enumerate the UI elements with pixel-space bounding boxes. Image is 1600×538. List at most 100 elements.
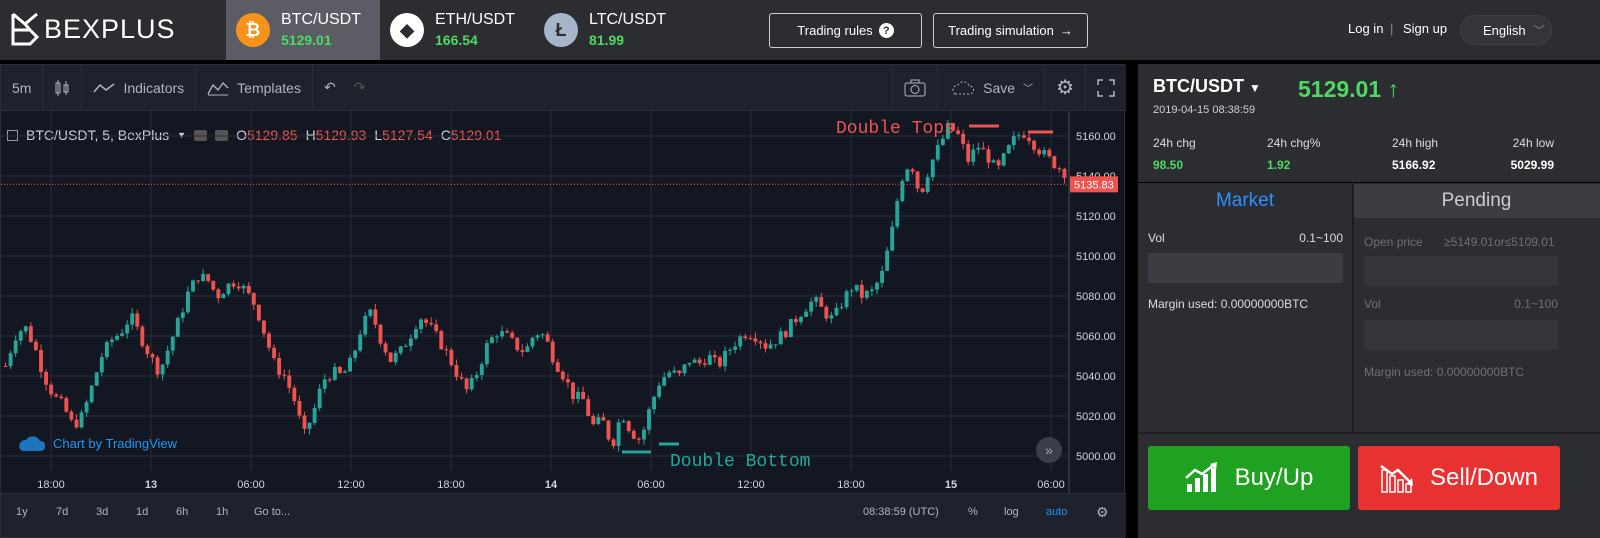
candle-body (849, 290, 854, 292)
fullscreen-button[interactable] (1086, 65, 1126, 111)
auto-toggle[interactable]: auto (1046, 506, 1068, 518)
dropdown-arrow-icon[interactable]: ▼ (177, 130, 187, 140)
candle-body (783, 331, 788, 338)
close-label: C (440, 127, 451, 143)
candle-body (940, 138, 945, 146)
candle-body (429, 322, 434, 325)
bexplus-logo[interactable]: BEXPLUS (10, 12, 176, 46)
pending-open-price-input[interactable] (1364, 256, 1558, 286)
range-1h[interactable]: 1h (216, 506, 229, 518)
sell-down-button[interactable]: Sell/Down (1358, 446, 1560, 510)
candle-body (510, 332, 515, 338)
candle-body (956, 130, 960, 134)
settings-button[interactable]: ⚙ (1045, 64, 1086, 111)
brand-name: BEXPLUS (44, 13, 176, 44)
candle-body (566, 379, 570, 383)
indicators-button[interactable]: Indicators (82, 64, 197, 111)
redo-icon[interactable]: ↷ (353, 79, 366, 95)
candle-body (1042, 150, 1047, 155)
candle-body (64, 398, 69, 412)
tab-market[interactable]: Market (1138, 184, 1352, 218)
tab-pending[interactable]: Pending (1353, 184, 1600, 218)
range-1y[interactable]: 1y (16, 506, 28, 518)
utc-clock[interactable]: 08:38:59 (UTC) (863, 506, 939, 518)
candle-body (976, 147, 981, 150)
candle-body (788, 319, 793, 338)
signup-link[interactable]: Sign up (1403, 21, 1448, 36)
candle-body (647, 409, 651, 430)
chevron-down-icon: ﹀ (1023, 84, 1034, 95)
trading-rules-button[interactable]: Trading rules ? (769, 13, 922, 48)
pair-tab-ltc[interactable]: Ł LTC/USDT 81.99 (534, 0, 688, 60)
candle-body (454, 365, 459, 377)
pending-vol-input[interactable] (1364, 320, 1558, 350)
candle-body (388, 352, 393, 363)
candle-body (1027, 137, 1031, 141)
chart-type-button[interactable] (43, 64, 83, 111)
candle-body (986, 149, 991, 163)
attribution-label: Chart by TradingView (53, 435, 178, 451)
candlestick-chart[interactable]: 5160.005140.005120.005100.005080.005060.… (1, 111, 1126, 493)
candle-body (581, 391, 586, 400)
candle-body (287, 375, 292, 388)
candle-body (880, 270, 884, 283)
buy-up-button[interactable]: Buy/Up (1148, 446, 1350, 510)
open-value: 5129.85 (246, 127, 298, 143)
log-toggle[interactable]: log (1004, 506, 1019, 518)
templates-button[interactable]: Templates (196, 64, 313, 111)
candle-body (530, 337, 535, 347)
candle-body (642, 429, 646, 440)
language-select[interactable]: English ﹀ (1460, 15, 1552, 45)
range-3d[interactable]: 3d (96, 506, 109, 518)
y-tick-label: 5040.00 (1076, 371, 1116, 383)
tradingview-attribution[interactable]: Chart by TradingView (17, 433, 177, 453)
y-tick-label: 5060.00 (1076, 331, 1116, 343)
candle-body (434, 324, 439, 331)
percent-toggle[interactable]: % (968, 506, 978, 518)
undo-redo-group: ↶ ↷ (313, 65, 376, 111)
range-6h[interactable]: 6h (176, 506, 189, 518)
range-1d[interactable]: 1d (136, 506, 149, 518)
candle-body (697, 359, 702, 364)
pending-margin-used: Margin used: 0.00000000BTC (1364, 365, 1525, 379)
ethereum-icon: ◆ (390, 13, 424, 47)
candle-body (773, 344, 778, 346)
trading-simulation-button[interactable]: Trading simulation → (933, 13, 1088, 48)
trend-up-icon (1184, 462, 1217, 492)
candle-body (1037, 149, 1042, 155)
double-bottom-label: Double Bottom (670, 452, 810, 472)
range-7d[interactable]: 7d (56, 506, 69, 518)
candle-body (196, 280, 200, 282)
scroll-to-realtime-button[interactable]: » (1036, 437, 1062, 463)
candle-body (905, 169, 910, 182)
eye-icon[interactable] (194, 129, 208, 141)
panel-pair-selector[interactable]: BTC/USDT ▼ (1153, 76, 1261, 97)
interval-selector[interactable]: 5m (1, 64, 44, 111)
pair-tab-btc[interactable]: ₿ BTC/USDT 5129.01 (226, 0, 380, 60)
market-vol-input[interactable] (1148, 253, 1343, 283)
candle-body (322, 379, 327, 389)
high-label: H (305, 127, 316, 143)
candle-body (586, 399, 591, 416)
candle-body (809, 301, 814, 312)
undo-icon[interactable]: ↶ (323, 79, 336, 95)
gear-icon[interactable]: ⚙ (1096, 504, 1109, 520)
candle-body (718, 357, 722, 367)
screenshot-button[interactable] (892, 64, 939, 111)
candle-body (272, 347, 276, 358)
collapse-icon[interactable] (7, 129, 18, 141)
candle-body (505, 331, 510, 333)
save-button[interactable]: Save ﹀ (938, 64, 1046, 111)
pair-tab-eth[interactable]: ◆ ETH/USDT 166.54 (380, 0, 534, 60)
candle-body (459, 376, 464, 379)
goto-button[interactable]: Go to... (254, 506, 291, 518)
trading-rules-label: Trading rules (797, 23, 873, 38)
symbol-title[interactable]: BTC/USDT, 5, BexPlus (26, 127, 170, 143)
candle-body (256, 304, 261, 321)
settings-small-icon[interactable] (215, 129, 229, 141)
candle-body (1022, 135, 1026, 138)
y-tick-label: 5100.00 (1076, 251, 1116, 263)
pair-price: 81.99 (589, 32, 625, 48)
candle-body (1062, 169, 1067, 178)
login-link[interactable]: Log in (1348, 21, 1384, 36)
